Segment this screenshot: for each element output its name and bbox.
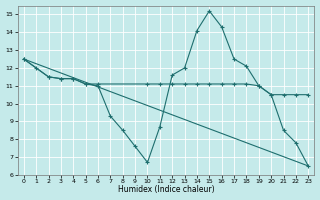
X-axis label: Humidex (Indice chaleur): Humidex (Indice chaleur) [118,185,214,194]
